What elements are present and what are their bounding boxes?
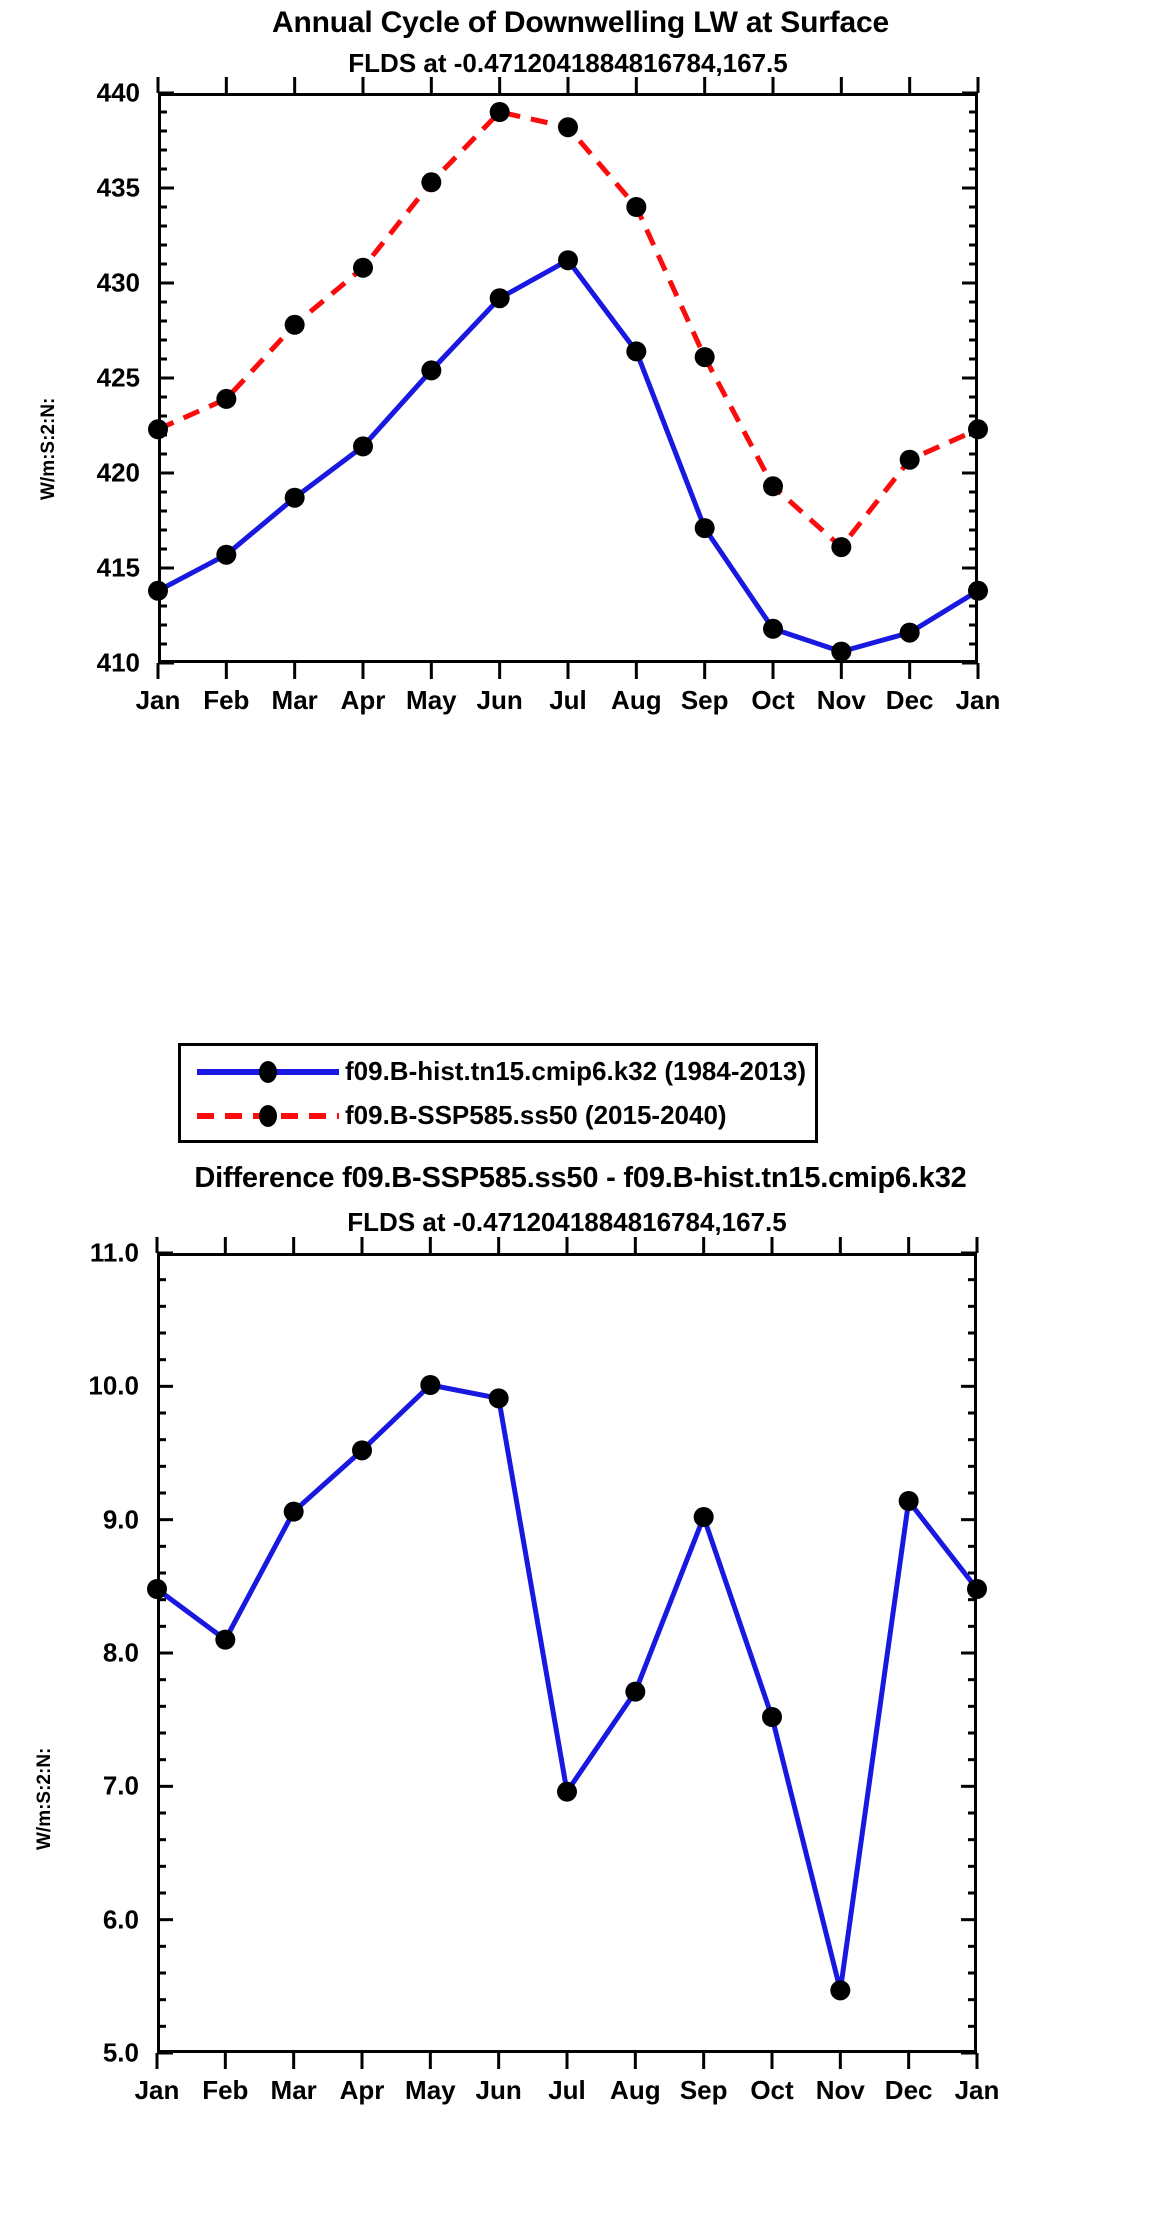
difference-chart-title: Difference f09.B-SSP585.ss50 - f09.B-his… — [194, 1162, 967, 1194]
x-tick-label: Nov — [815, 2075, 865, 2105]
x-tick-label: Sep — [680, 685, 729, 715]
x-tick-label: Aug — [610, 2075, 661, 2105]
x-tick-label: Dec — [884, 2075, 933, 2105]
legend-item[interactable]: f09.B-hist.tn15.cmip6.k32 (1984-2013) — [193, 1056, 806, 1087]
y-tick-label: 430 — [96, 267, 140, 298]
legend: f09.B-hist.tn15.cmip6.k32 (1984-2013) f09… — [178, 1043, 818, 1143]
y-tick-label: 440 — [96, 77, 140, 108]
y-tick-label: 410 — [96, 647, 140, 678]
x-tick-label: Nov — [816, 685, 866, 715]
bottom-chart-canvas — [147, 1237, 987, 2069]
legend-item-label: f09.B-SSP585.ss50 (2015-2040) — [345, 1100, 727, 1130]
x-tick-label: Jan — [134, 2075, 180, 2105]
y-tick-label: 8.0 — [102, 1637, 139, 1668]
y-tick-label: 415 — [96, 552, 140, 583]
x-tick-label: Oct — [751, 685, 795, 715]
x-tick-label: May — [405, 2075, 456, 2105]
x-tick-label: Jul — [549, 685, 587, 715]
y-tick-label: 11.0 — [89, 1237, 139, 1268]
x-tick-label: Aug — [611, 685, 662, 715]
page-title: Annual Cycle of Downwelling LW at Surfac… — [272, 6, 889, 39]
top-chart-subtitle: FLDS at -0.4712041884816784,167.5 — [348, 48, 788, 78]
x-tick-label: May — [406, 685, 457, 715]
y-tick-label: 420 — [96, 457, 140, 488]
x-tick-label: Jan — [135, 685, 181, 715]
legend-line-swatch — [193, 1103, 343, 1129]
legend-line-swatch — [193, 1059, 343, 1085]
y-tick-label: 6.0 — [102, 1904, 139, 1935]
legend-item-label: f09.B-hist.tn15.cmip6.k32 (1984-2013) — [345, 1056, 806, 1086]
x-tick-label: Feb — [202, 2075, 249, 2105]
x-tick-label: Jun — [475, 2075, 522, 2105]
bottom-chart-subtitle: FLDS at -0.4712041884816784,167.5 — [347, 1207, 787, 1237]
x-tick-label: Oct — [750, 2075, 794, 2105]
y-tick-label: 5.0 — [102, 2037, 139, 2068]
y-tick-label: 425 — [96, 362, 140, 393]
x-tick-label: Mar — [270, 2075, 317, 2105]
x-tick-label: Jan — [954, 2075, 1000, 2105]
y-tick-label: 10.0 — [88, 1370, 139, 1401]
annual-cycle-panel: Annual Cycle of Downwelling LW at Surfac… — [38, 6, 1001, 1143]
x-tick-label: Mar — [271, 685, 318, 715]
x-tick-label: Apr — [340, 685, 386, 715]
x-tick-label: Sep — [679, 2075, 728, 2105]
x-tick-label: Jan — [955, 685, 1001, 715]
x-tick-label: Jun — [476, 685, 523, 715]
x-tick-label: Dec — [885, 685, 934, 715]
x-tick-label: Apr — [339, 2075, 385, 2105]
legend-item[interactable]: f09.B-SSP585.ss50 (2015-2040) — [193, 1100, 727, 1131]
x-tick-label: Jul — [548, 2075, 586, 2105]
y-tick-label: 9.0 — [102, 1504, 139, 1535]
top-chart-canvas — [148, 77, 988, 679]
y-tick-label: 435 — [96, 172, 140, 203]
difference-panel: Difference f09.B-SSP585.ss50 - f09.B-his… — [0, 1150, 1161, 2229]
y-tick-label: 7.0 — [102, 1770, 139, 1801]
x-tick-label: Feb — [203, 685, 250, 715]
